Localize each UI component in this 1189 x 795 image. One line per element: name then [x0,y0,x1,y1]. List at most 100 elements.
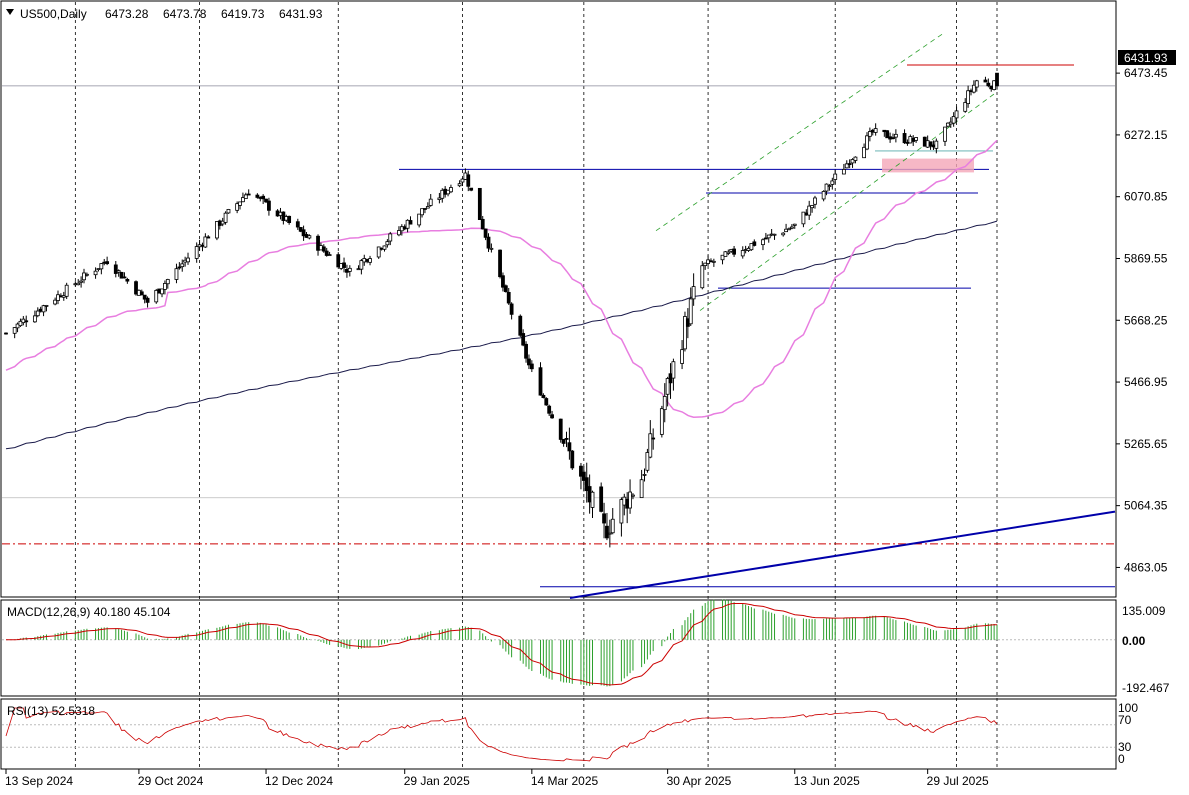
horizontal-levels [2,64,1115,588]
candle-body [246,193,251,196]
price-axis-label: 6473.45 [1124,66,1168,80]
macd-axis-label-zero: 0.00 [1122,634,1146,648]
candle-body [174,268,179,280]
candle-body [550,414,554,419]
candle-body [18,320,23,327]
candle-body [160,288,164,295]
candle-body [720,254,725,261]
candle-body [700,265,705,289]
rsi-axis-label-70: 70 [1118,713,1132,727]
candle-body [787,228,791,231]
candle-body [122,276,127,279]
candle-body [125,278,130,282]
candle-body [885,130,890,139]
candle-body [99,263,104,270]
candle-body [423,208,427,210]
candle-body [327,254,332,257]
candle-body [963,102,968,112]
candle-body [489,247,494,250]
candle-body [134,281,138,295]
candle-body [841,169,846,175]
date-axis-label: 12 Dec 2024 [265,774,333,788]
header-low: 6419.73 [221,7,265,21]
candle-body [116,270,121,273]
candle-body [954,110,959,119]
header-open: 6473.28 [105,7,149,21]
candle-body [382,245,387,250]
candle-body [683,316,687,350]
price-panel[interactable] [0,0,1117,598]
candle-body [821,191,826,200]
candle-body [368,258,372,263]
rsi-axis-label-0: 0 [1118,752,1125,766]
candle-body [648,433,653,458]
candle-body [763,237,768,240]
date-axis-label: 13 Sep 2024 [5,774,73,788]
candle-body [914,137,919,141]
macd-signal-line [5,603,998,686]
candle-body [12,327,17,334]
candle-body [971,84,976,93]
candle-body [726,251,731,254]
candle-body [194,246,199,259]
candle-body [235,203,240,211]
candle-body [766,234,771,239]
candle-body [165,279,170,285]
candle-body [544,398,549,406]
candle-body [810,205,814,209]
candle-body [521,333,526,346]
macd-axis-label-top: 135.009 [1122,604,1166,618]
candle-body [945,122,950,127]
long-trendline [569,510,1116,599]
candle-body [732,248,736,255]
candle-body [336,254,341,268]
rsi-panel[interactable] [0,698,1117,770]
date-axis-label: 29 Jan 2025 [404,774,470,788]
candle-body [934,140,939,149]
price-axis[interactable]: 6473.45 6272.15 6070.85 5869.55 5668.25 5466.… [1116,66,1168,574]
date-axis[interactable]: 13 Sep 2024 29 Oct 2024 12 Dec 2024 29 Jan … [5,769,989,788]
collapse-triangle-icon[interactable] [6,9,14,15]
candle-body [847,163,852,166]
candlesticks [4,72,999,548]
candle-body [891,137,895,140]
candle-body [983,79,988,83]
candle-body [397,230,401,236]
candle-body [752,241,757,246]
candle-body [943,126,947,142]
candle-body [203,236,208,248]
date-axis-label: 29 Jul 2025 [927,774,989,788]
candle-body [238,201,242,206]
candle-body [619,499,624,524]
candle-body [541,394,546,398]
candle-body [420,208,424,216]
candle-body [460,178,465,183]
ma-slow-line [5,220,998,450]
macd-indicator [2,599,1115,687]
candle-body [584,477,589,492]
candle-body [84,273,89,276]
candle-body [388,233,393,242]
current-price-box [1118,50,1176,65]
candle-body [243,194,248,199]
candle-body [844,163,849,169]
current-price-label: 6431.93 [1124,51,1168,65]
candle-body [645,452,650,471]
candle-body [602,513,606,524]
candle-body [761,239,765,246]
candle-body [41,305,46,313]
candle-body [486,236,491,249]
candle-body [579,465,583,477]
candle-body [801,211,806,225]
candle-body [385,241,390,246]
candle-body [342,262,346,268]
candle-body [457,183,462,187]
candle-body [781,232,786,236]
candle-body [807,205,812,216]
candle-body [749,243,754,251]
candle-body [995,72,999,87]
macd-panel[interactable] [0,599,1117,697]
date-axis-label: 29 Oct 2024 [138,774,204,788]
candle-body [703,262,708,266]
